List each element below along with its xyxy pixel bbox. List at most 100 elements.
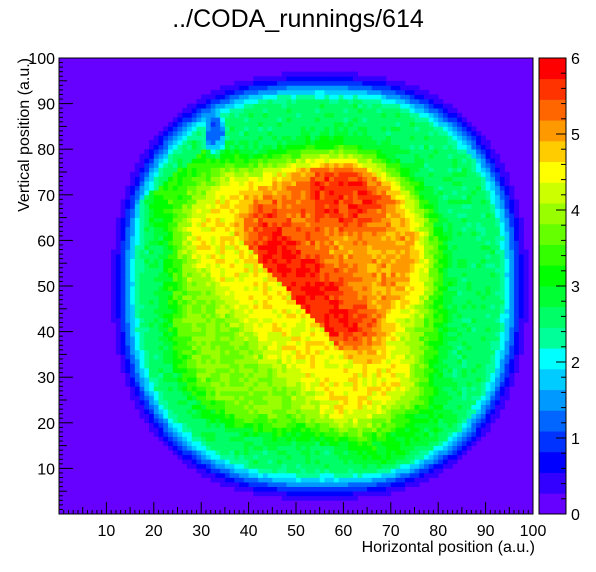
heatmap-cell	[229, 331, 235, 337]
heatmap-cell	[504, 304, 510, 310]
heatmap-cell	[457, 390, 463, 396]
heatmap-cell	[362, 304, 368, 310]
heatmap-cell	[490, 308, 496, 314]
heatmap-cell	[409, 254, 415, 259]
heatmap-cell	[111, 313, 117, 319]
heatmap-cell	[447, 308, 453, 314]
heatmap-cell	[329, 263, 335, 269]
heatmap-cell	[471, 436, 477, 442]
heatmap-cell	[362, 317, 368, 323]
heatmap-cell	[329, 226, 335, 232]
heatmap-cell	[476, 390, 482, 396]
heatmap-cell	[314, 226, 321, 232]
heatmap-cell	[423, 208, 430, 214]
heatmap-cell	[305, 349, 311, 355]
heatmap-cell	[186, 390, 193, 396]
heatmap-cell	[442, 427, 449, 433]
heatmap-cell	[281, 422, 287, 428]
heatmap-cell	[343, 258, 349, 264]
heatmap-cell	[452, 436, 458, 442]
heatmap-cell	[310, 431, 316, 437]
heatmap-cell	[438, 386, 444, 392]
heatmap-cell	[438, 226, 444, 232]
heatmap-cell	[333, 258, 340, 264]
heatmap-cell	[130, 217, 136, 223]
heatmap-cell	[310, 226, 316, 232]
heatmap-cell	[461, 226, 467, 232]
heatmap-cell	[281, 295, 287, 301]
heatmap-cell	[333, 254, 340, 259]
heatmap-cell	[144, 304, 150, 310]
heatmap-cell	[357, 477, 363, 483]
heatmap-cell	[168, 445, 174, 451]
heatmap-cell	[371, 263, 377, 269]
heatmap-cell	[409, 409, 415, 415]
heatmap-cell	[149, 340, 155, 346]
heatmap-cell	[452, 290, 458, 296]
heatmap-cell	[153, 372, 159, 378]
heatmap-cell	[158, 231, 164, 237]
heatmap-cell	[177, 331, 183, 337]
heatmap-cell	[234, 304, 240, 310]
heatmap-cell	[338, 231, 344, 237]
heatmap-cell	[348, 459, 354, 465]
heatmap-cell	[186, 363, 193, 369]
heatmap-cell	[253, 422, 259, 428]
heatmap-cell	[286, 244, 292, 250]
heatmap-cell	[267, 258, 273, 264]
heatmap-cell	[258, 445, 264, 451]
heatmap-cell	[386, 368, 392, 373]
heatmap-cell	[210, 354, 216, 360]
heatmap-cell	[111, 267, 117, 273]
heatmap-cell	[390, 431, 396, 437]
heatmap-cell	[296, 390, 302, 396]
heatmap-cell	[277, 222, 283, 228]
heatmap-cell	[329, 240, 335, 246]
heatmap-cell	[352, 431, 358, 437]
heatmap-cell	[291, 454, 297, 460]
heatmap-cell	[277, 477, 283, 483]
heatmap-cell	[262, 436, 268, 442]
heatmap-cell	[400, 286, 406, 291]
heatmap-cell	[149, 336, 155, 342]
heatmap-cell	[205, 390, 212, 396]
heatmap-cell	[201, 472, 207, 478]
heatmap-cell	[357, 295, 363, 301]
heatmap-cell	[153, 286, 159, 291]
heatmap-cell	[400, 272, 406, 278]
heatmap-cell	[182, 327, 188, 332]
heatmap-cell	[253, 404, 259, 410]
heatmap-cell	[234, 482, 240, 487]
heatmap-cell	[149, 409, 155, 415]
heatmap-cell	[286, 463, 292, 469]
heatmap-cell	[272, 354, 278, 360]
heatmap-cell	[329, 431, 335, 437]
heatmap-cell	[485, 358, 491, 364]
heatmap-cell	[423, 254, 430, 259]
heatmap-cell	[400, 436, 406, 442]
heatmap-cell	[371, 226, 377, 232]
heatmap-cell	[324, 313, 330, 319]
heatmap-cell	[201, 213, 207, 218]
heatmap-cell	[457, 445, 463, 451]
heatmap-cell	[480, 267, 486, 273]
heatmap-cell	[196, 386, 202, 392]
heatmap-cell	[405, 336, 411, 342]
heatmap-cell	[319, 231, 325, 237]
heatmap-cell	[447, 327, 453, 332]
heatmap-cell	[248, 441, 254, 446]
heatmap-cell	[281, 400, 287, 405]
heatmap-cell	[243, 331, 249, 337]
heatmap-cell	[229, 263, 235, 269]
heatmap-cell	[248, 290, 254, 296]
heatmap-cell	[163, 254, 169, 259]
heatmap-cell	[300, 358, 306, 364]
heatmap-cell	[438, 331, 444, 337]
heatmap-cell	[300, 249, 306, 255]
heatmap-cell	[419, 436, 425, 442]
heatmap-cell	[367, 422, 373, 428]
heatmap-cell	[153, 377, 159, 383]
heatmap-cell	[134, 226, 140, 232]
heatmap-cell	[461, 427, 467, 433]
heatmap-cell	[447, 450, 453, 456]
